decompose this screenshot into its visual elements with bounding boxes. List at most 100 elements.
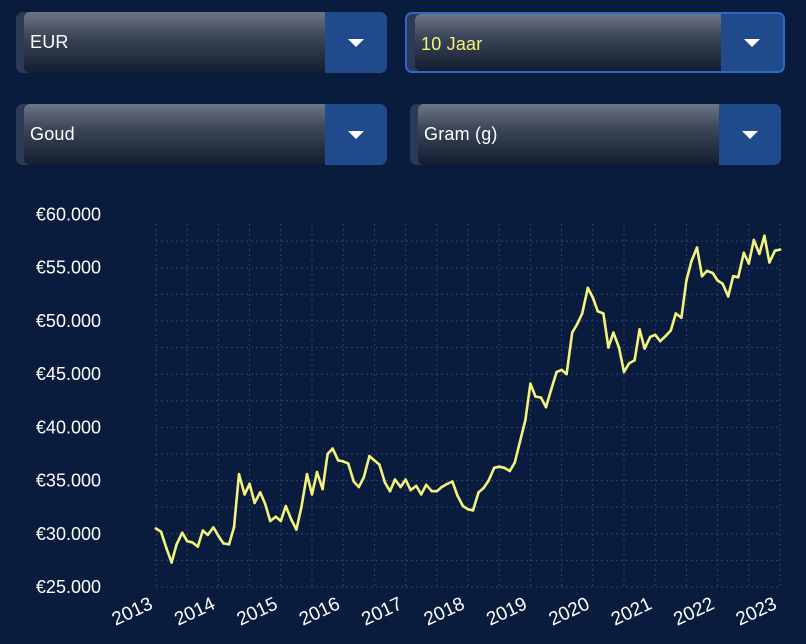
y-axis-labels: €25.000 €30.000 €35.000 €40.000 €45.000 €50.0… xyxy=(36,205,101,598)
data-point xyxy=(154,527,158,530)
x-tick-label: 2021 xyxy=(608,593,655,630)
metal-dropdown-button[interactable] xyxy=(325,104,387,165)
data-point xyxy=(487,479,490,482)
data-point xyxy=(456,494,459,497)
y-tick-label: €35.000 xyxy=(36,471,101,491)
data-point xyxy=(321,487,324,491)
data-point xyxy=(331,447,334,450)
data-point xyxy=(185,539,189,543)
data-point xyxy=(502,466,506,470)
currency-dropdown-button[interactable] xyxy=(325,12,387,73)
data-point xyxy=(680,316,683,319)
x-tick-label: 2014 xyxy=(171,593,219,630)
chevron-down-icon xyxy=(744,38,760,47)
data-point xyxy=(404,478,407,481)
metal-select-face xyxy=(24,104,325,165)
data-point xyxy=(414,484,418,488)
currency-select-value: EUR xyxy=(30,32,69,52)
data-point xyxy=(446,482,449,486)
x-tick-label: 2020 xyxy=(546,593,593,630)
data-point xyxy=(399,485,402,489)
data-point xyxy=(544,405,548,409)
data-point xyxy=(627,362,631,365)
data-point xyxy=(336,459,340,462)
data-point xyxy=(492,466,496,470)
data-point xyxy=(518,441,522,444)
data-point xyxy=(196,545,200,548)
data-point xyxy=(326,452,329,456)
data-point xyxy=(263,502,267,506)
unit-select-value: Gram (g) xyxy=(424,124,498,144)
data-point xyxy=(690,260,693,263)
data-point xyxy=(373,459,376,462)
data-point xyxy=(284,504,288,508)
chevron-down-icon xyxy=(348,38,364,47)
data-point xyxy=(705,269,709,273)
metal-select[interactable]: Goud xyxy=(16,104,387,165)
gold-price-chart: €25.000 €30.000 €35.000 €40.000 €45.000 €50.0… xyxy=(36,205,782,630)
data-point xyxy=(747,262,751,265)
data-point xyxy=(258,491,262,494)
data-point xyxy=(633,359,636,362)
data-point xyxy=(758,252,761,256)
data-point xyxy=(549,388,553,392)
y-tick-label: €40.000 xyxy=(36,417,101,437)
data-point xyxy=(716,279,719,282)
data-point xyxy=(430,489,434,493)
data-point xyxy=(477,491,480,494)
data-point xyxy=(586,286,590,290)
data-point xyxy=(669,329,673,332)
data-point xyxy=(726,295,730,298)
data-point xyxy=(310,493,314,496)
data-point xyxy=(165,547,168,550)
data-point xyxy=(653,333,657,337)
y-tick-label: €50.000 xyxy=(36,311,101,331)
data-point xyxy=(565,372,568,376)
currency-select-face xyxy=(24,12,325,73)
currency-select[interactable]: EUR xyxy=(16,12,387,73)
period-dropdown-button[interactable] xyxy=(721,14,783,71)
period-select[interactable]: 10 Jaar xyxy=(405,12,785,73)
x-tick-label: 2015 xyxy=(234,593,281,630)
data-point xyxy=(451,480,454,483)
data-point xyxy=(773,249,777,252)
unit-select[interactable]: Gram (g) xyxy=(410,104,781,165)
data-point xyxy=(534,395,537,398)
data-point xyxy=(778,248,782,251)
chevron-down-icon xyxy=(742,130,758,139)
data-point xyxy=(237,472,241,476)
data-point xyxy=(170,561,173,564)
data-point xyxy=(539,396,543,399)
x-tick-label: 2019 xyxy=(483,593,530,630)
data-point xyxy=(752,238,756,242)
data-point xyxy=(232,526,236,529)
chart-series xyxy=(154,234,782,564)
data-point xyxy=(383,481,387,485)
data-point xyxy=(617,346,621,349)
data-point xyxy=(206,533,210,537)
data-point xyxy=(227,543,231,546)
data-point xyxy=(388,489,392,493)
y-tick-label: €55.000 xyxy=(36,258,101,278)
period-select-value: 10 Jaar xyxy=(421,34,483,54)
y-tick-label: €45.000 xyxy=(36,364,101,384)
data-point xyxy=(378,463,381,466)
data-point xyxy=(393,478,397,481)
data-point xyxy=(180,531,184,534)
unit-dropdown-button[interactable] xyxy=(719,104,781,165)
x-tick-label: 2018 xyxy=(421,593,468,630)
y-tick-label: €60.000 xyxy=(36,205,101,225)
data-point xyxy=(648,335,652,339)
data-point xyxy=(607,346,610,349)
data-point xyxy=(357,485,361,489)
data-point xyxy=(217,534,220,538)
data-point xyxy=(212,526,215,529)
data-point xyxy=(513,461,517,464)
data-point xyxy=(268,519,272,523)
x-tick-label: 2016 xyxy=(296,593,343,630)
data-point xyxy=(497,465,501,469)
data-point xyxy=(731,274,735,278)
data-point xyxy=(409,488,412,492)
data-point xyxy=(346,462,350,465)
